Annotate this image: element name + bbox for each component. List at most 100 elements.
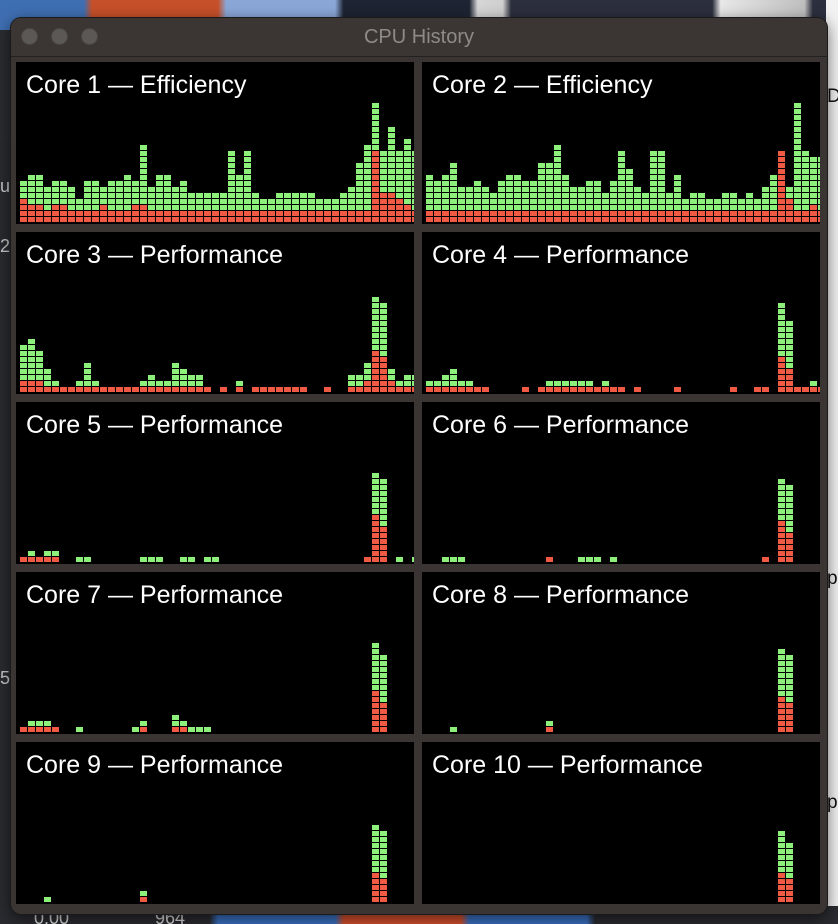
user-usage-cell <box>802 157 809 162</box>
system-usage-cell <box>786 199 793 204</box>
user-usage-cell <box>786 497 793 502</box>
system-usage-cell <box>618 387 625 392</box>
system-usage-cell <box>404 387 411 392</box>
system-usage-cell <box>372 521 379 526</box>
usage-column <box>372 643 379 732</box>
user-usage-cell <box>434 381 441 386</box>
user-usage-cell <box>372 121 379 126</box>
user-usage-cell <box>522 199 529 204</box>
usage-column <box>570 381 577 392</box>
user-usage-cell <box>388 145 395 150</box>
user-usage-cell <box>164 199 171 204</box>
system-usage-cell <box>372 515 379 520</box>
system-usage-cell <box>380 715 387 720</box>
user-usage-cell <box>450 181 457 186</box>
user-usage-cell <box>244 169 251 174</box>
user-usage-cell <box>116 187 123 192</box>
system-usage-cell <box>84 211 91 216</box>
close-window-button[interactable] <box>21 28 38 45</box>
user-usage-cell <box>610 181 617 186</box>
user-usage-cell <box>818 157 820 162</box>
minimize-window-button[interactable] <box>51 28 68 45</box>
system-usage-cell <box>698 211 705 216</box>
zoom-window-button[interactable] <box>81 28 98 45</box>
user-usage-cell <box>84 369 91 374</box>
user-usage-cell <box>380 673 387 678</box>
system-usage-cell <box>642 211 649 216</box>
usage-column <box>730 193 737 222</box>
usage-column <box>674 387 681 392</box>
usage-column <box>140 557 147 562</box>
usage-column <box>594 557 601 562</box>
system-usage-cell <box>802 387 809 392</box>
user-usage-cell <box>578 199 585 204</box>
user-usage-cell <box>372 315 379 320</box>
user-usage-cell <box>522 193 529 198</box>
user-usage-cell <box>44 199 51 204</box>
user-usage-cell <box>180 557 187 562</box>
system-usage-cell <box>372 169 379 174</box>
usage-column <box>84 557 91 562</box>
system-usage-cell <box>156 217 163 222</box>
user-usage-cell <box>794 139 801 144</box>
user-usage-cell <box>810 163 817 168</box>
user-usage-cell <box>244 205 251 210</box>
user-usage-cell <box>404 157 411 162</box>
user-usage-cell <box>84 181 91 186</box>
user-usage-cell <box>482 187 489 192</box>
user-usage-cell <box>802 193 809 198</box>
title-bar[interactable]: CPU History <box>11 18 827 57</box>
user-usage-cell <box>554 175 561 180</box>
usage-column <box>778 479 785 562</box>
system-usage-cell <box>76 217 83 222</box>
user-usage-cell <box>148 557 155 562</box>
user-usage-cell <box>778 345 785 350</box>
user-usage-cell <box>498 205 505 210</box>
user-usage-cell <box>778 661 785 666</box>
user-usage-cell <box>626 187 633 192</box>
user-usage-cell <box>236 193 243 198</box>
usage-column <box>244 151 251 222</box>
user-usage-cell <box>634 187 641 192</box>
system-usage-cell <box>474 217 481 222</box>
system-usage-cell <box>778 387 785 392</box>
system-usage-cell <box>244 211 251 216</box>
system-usage-cell <box>546 727 553 732</box>
user-usage-cell <box>228 175 235 180</box>
user-usage-cell <box>426 181 433 186</box>
usage-column <box>546 721 553 732</box>
user-usage-cell <box>474 199 481 204</box>
user-usage-cell <box>450 199 457 204</box>
user-usage-cell <box>538 175 545 180</box>
user-usage-cell <box>372 133 379 138</box>
user-usage-cell <box>778 673 785 678</box>
user-usage-cell <box>396 169 403 174</box>
usage-column <box>634 187 641 222</box>
system-usage-cell <box>786 715 793 720</box>
user-usage-cell <box>546 205 553 210</box>
system-usage-cell <box>458 217 465 222</box>
user-usage-cell <box>84 199 91 204</box>
user-usage-cell <box>220 199 227 204</box>
user-usage-cell <box>730 193 737 198</box>
system-usage-cell <box>196 211 203 216</box>
usage-column <box>554 381 561 392</box>
system-usage-cell <box>380 193 387 198</box>
user-usage-cell <box>172 375 179 380</box>
user-usage-cell <box>372 825 379 830</box>
user-usage-cell <box>466 199 473 204</box>
usage-column <box>236 381 243 392</box>
user-usage-cell <box>132 199 139 204</box>
usage-column <box>474 387 481 392</box>
usage-column <box>450 163 457 222</box>
user-usage-cell <box>60 181 67 186</box>
usage-column <box>404 139 411 222</box>
user-usage-cell <box>778 861 785 866</box>
system-usage-cell <box>778 363 785 368</box>
core-label: Core 2 — Efficiency <box>432 71 653 99</box>
user-usage-cell <box>380 655 387 660</box>
usage-column <box>100 387 107 392</box>
user-usage-cell <box>84 363 91 368</box>
user-usage-cell <box>618 205 625 210</box>
user-usage-cell <box>722 199 729 204</box>
